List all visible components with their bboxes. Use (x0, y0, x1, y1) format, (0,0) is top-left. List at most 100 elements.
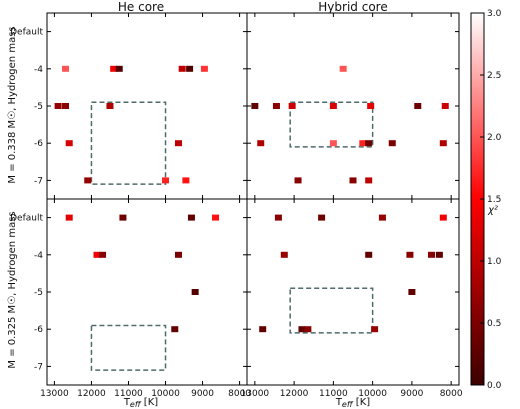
colorbar: 0.0 0.5 1.0 1.5 2.0 2.5 3.0 (470, 9, 502, 391)
heatmap-cell (329, 103, 337, 109)
panel-0: Default -4 -5 -6 -7 (10, 12, 248, 200)
heatmap-cell (339, 65, 347, 72)
xlabel-right: Teff [K] (335, 397, 370, 409)
panel-title-hybrid-core: Hybrid core (318, 0, 387, 14)
heatmap-cell (62, 103, 70, 109)
heatmap-cell (428, 251, 436, 258)
x-tick-label: 8000 (440, 389, 463, 399)
colorbar-tick-label: 1.0 (487, 257, 502, 267)
heatmap-cell (84, 177, 92, 184)
panels-layer: Default -4 -5 -6 -7 Default -4 -5 -6 -7 13000 12000… (10, 12, 463, 399)
x-tick-label: 8000 (228, 389, 251, 399)
colorbar-tick-label: 3.0 (487, 9, 502, 19)
heatmap-cell (408, 289, 416, 295)
heatmap-cell (388, 140, 396, 147)
heatmap-cell (298, 326, 306, 333)
y-tick-label: -6 (34, 325, 43, 335)
heatmap-cell (378, 214, 386, 221)
x-tick-label: 13000 (40, 389, 69, 399)
y-tick-label: -7 (34, 176, 43, 186)
panel-2: Default -4 -5 -6 -7 13000 12000 11000 10000 9000 8… (10, 198, 251, 399)
heatmap-cell (191, 289, 199, 295)
x-tick-label: 12000 (77, 389, 106, 399)
y-tick-label: -5 (34, 288, 43, 298)
colorbar-tick-label: 2.0 (487, 133, 502, 143)
heatmap-cell (187, 214, 195, 221)
heatmap-cell (359, 140, 367, 147)
heatmap-cell (119, 214, 127, 221)
dashed-region-box (90, 324, 167, 371)
ylabel-top: M = 0.338 M☉, Hydrogen mass (7, 26, 18, 183)
panel-title-he-core: He core (118, 0, 164, 14)
heatmap-cell (162, 177, 170, 184)
heatmap-cell (371, 326, 379, 333)
heatmap-cell (212, 214, 220, 221)
y-tick-label: -4 (34, 65, 43, 75)
heatmap-cell (439, 140, 447, 147)
heatmap-cell (110, 65, 118, 72)
heatmap-cell (182, 177, 190, 184)
heatmap-cell (62, 65, 70, 72)
heatmap-cell (288, 103, 296, 109)
heatmap-cell (93, 251, 101, 258)
ylabel-bottom: M = 0.325 M☉, Hydrogen mass (7, 211, 18, 368)
heatmap-cell (186, 65, 194, 72)
colorbar-tick-label: 2.5 (487, 71, 501, 81)
y-tick-label: -4 (34, 251, 43, 261)
heatmap-cell (65, 214, 73, 221)
x-tick-label: 10000 (358, 389, 387, 399)
colorbar-tick-label: 1.5 (487, 195, 501, 205)
heatmap-cell (441, 103, 449, 109)
colorbar-tick-label: 0.0 (487, 381, 502, 391)
panel-frame (246, 198, 460, 386)
y-tick-label: -5 (34, 102, 43, 112)
x-tick-label: 11000 (319, 389, 348, 399)
heatmap-cell (367, 103, 375, 109)
heatmap-cell (65, 140, 73, 147)
heatmap-cell (174, 251, 182, 258)
dashed-region-box (90, 101, 167, 185)
heatmap-cell (304, 326, 312, 333)
y-tick-label: Default (10, 28, 43, 38)
colorbar-tick-label: 0.5 (487, 319, 501, 329)
dashed-region-box (289, 101, 374, 148)
heatmap-cell (435, 251, 443, 258)
heatmap-cell (251, 103, 259, 109)
x-tick-label: 10000 (151, 389, 180, 399)
xlabel-left: Teff [K] (123, 397, 158, 409)
heatmap-cell (200, 65, 208, 72)
heatmap-cell (280, 251, 288, 258)
heatmap-cell (329, 140, 337, 147)
y-tick-label: -7 (34, 362, 43, 372)
panel-frame (46, 198, 248, 386)
heatmap-cell (318, 214, 326, 221)
heatmap-cell (365, 251, 373, 258)
heatmap-cell (365, 177, 373, 184)
heatmap-cell (115, 65, 123, 72)
heatmap-cell (365, 140, 373, 147)
heatmap-cell (294, 177, 302, 184)
heatmap-cell (54, 103, 62, 109)
heatmap-cell (349, 177, 357, 184)
x-tick-label: 13000 (241, 389, 270, 399)
y-tick-label: Default (10, 214, 43, 224)
heatmap-cell (414, 103, 422, 109)
x-tick-label: 12000 (280, 389, 309, 399)
heatmap-cell (106, 103, 114, 109)
x-tick-label: 11000 (114, 389, 143, 399)
heatmap-cell (171, 326, 179, 333)
heatmap-cell (274, 214, 282, 221)
colorbar-label: χ² (487, 205, 498, 216)
y-tick-label: -6 (34, 139, 43, 149)
heatmap-cell (406, 251, 414, 258)
heatmap-cell (178, 65, 186, 72)
heatmap-cell (99, 251, 107, 258)
panel-3: 13000 12000 11000 10000 9000 8000 (241, 198, 463, 399)
heatmap-cell (174, 140, 182, 147)
heatmap-cell (272, 103, 280, 109)
x-tick-label: 9000 (400, 389, 423, 399)
heatmap-cell (259, 326, 267, 333)
panel-1 (246, 12, 460, 200)
panel-frame (46, 12, 248, 200)
